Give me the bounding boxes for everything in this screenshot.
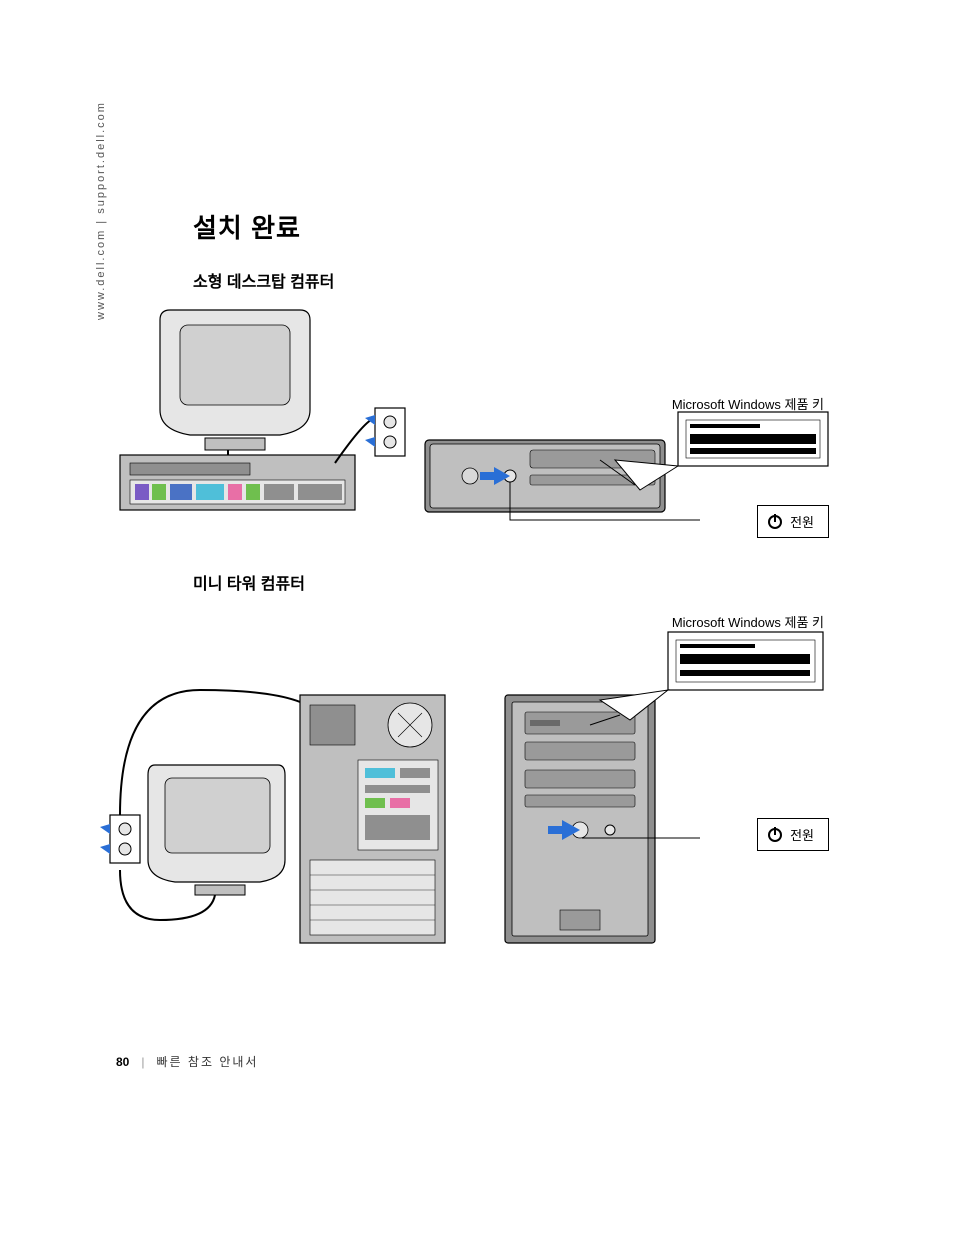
section-heading-desktop: 소형 데스크탑 컴퓨터 [193, 268, 334, 292]
wall-outlet-icon [100, 815, 140, 863]
tower-back-icon [300, 695, 445, 943]
page-footer: 80 | 빠른 참조 안내서 [116, 1053, 258, 1070]
sidebar-url-text: www.dell.com | support.dell.com [95, 101, 107, 320]
crt-monitor-icon [148, 765, 285, 895]
footer-doc-title: 빠른 참조 안내서 [156, 1053, 258, 1070]
page-number: 80 [116, 1055, 129, 1069]
desktop-front-icon [425, 440, 700, 520]
tower-front-icon [505, 695, 700, 943]
wall-outlet-icon [365, 408, 405, 456]
page-title: 설치 완료 [193, 208, 301, 245]
section-heading-tower: 미니 타워 컴퓨터 [193, 570, 305, 594]
desktop-diagram [110, 300, 840, 530]
tower-diagram [100, 620, 840, 960]
product-key-sticker-icon [590, 632, 823, 725]
desktop-back-icon [120, 455, 355, 510]
footer-divider: | [141, 1055, 144, 1069]
